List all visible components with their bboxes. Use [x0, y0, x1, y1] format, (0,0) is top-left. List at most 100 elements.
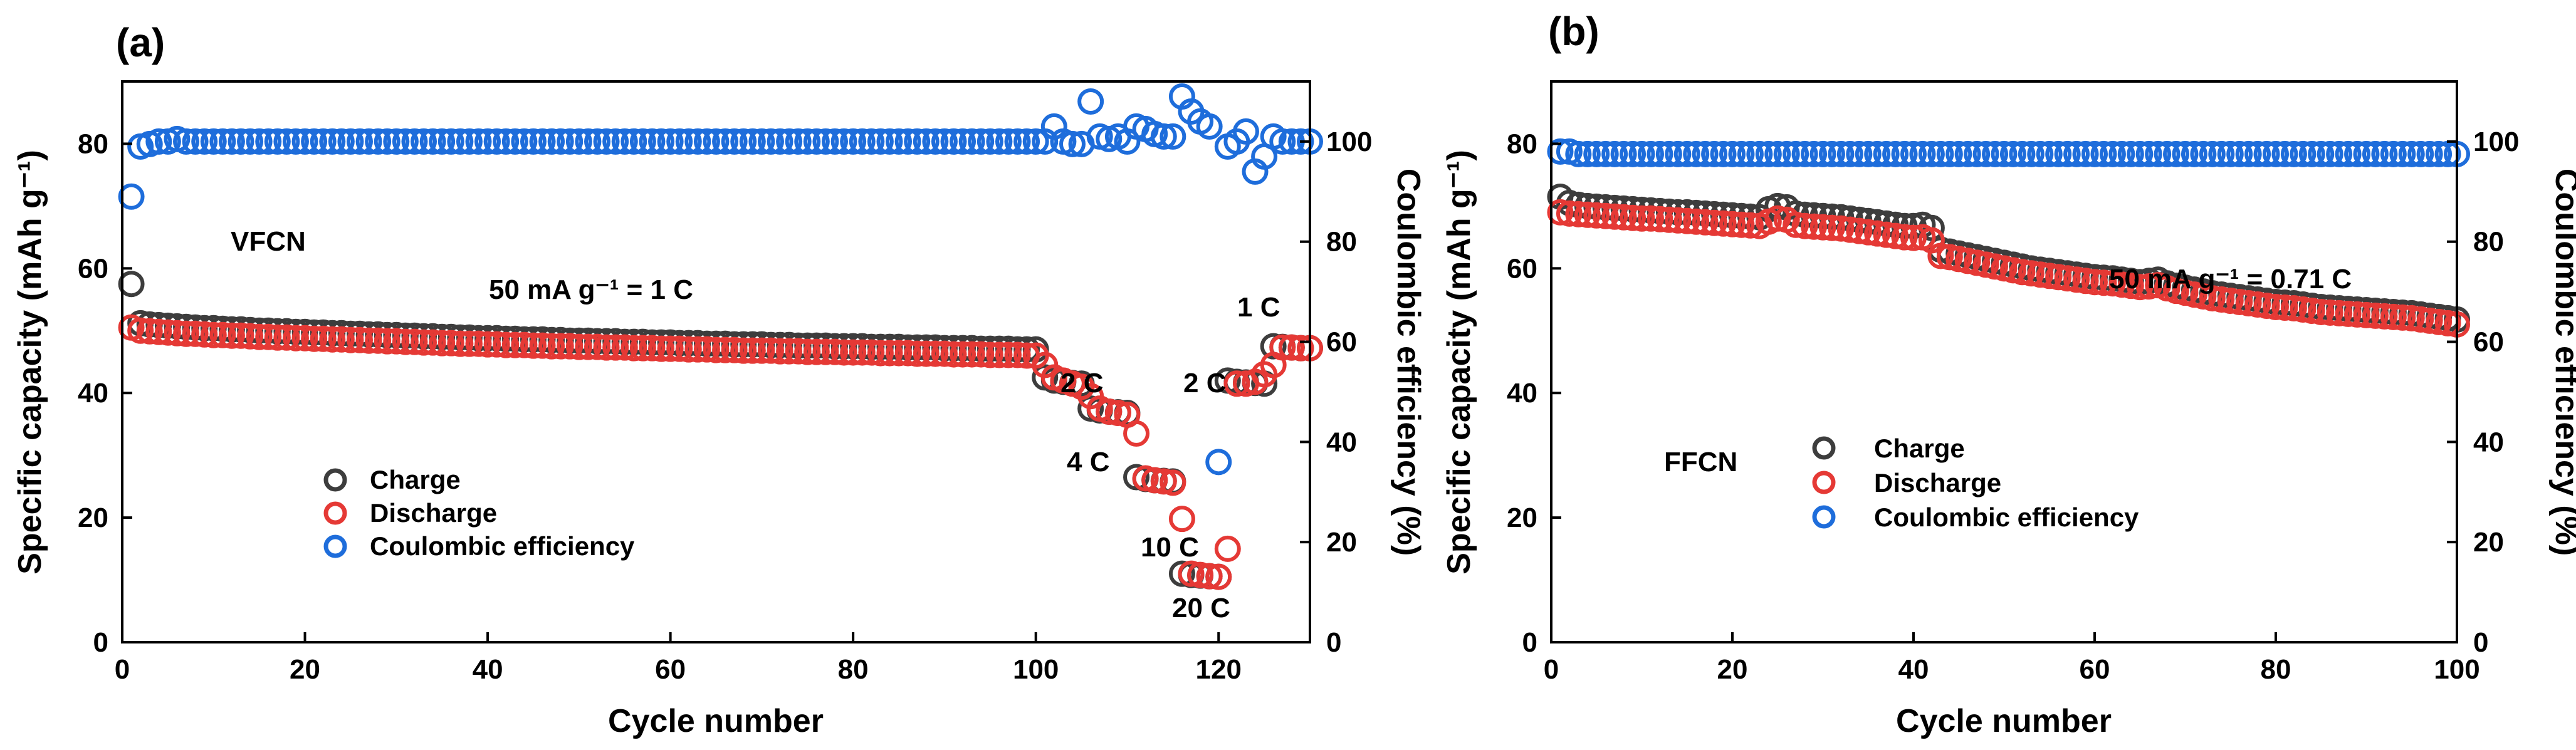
panel-a-discharge-point [767, 338, 793, 365]
panel-b-discharge-point [2045, 264, 2072, 291]
rate-label-4c: 4 C [1067, 447, 1109, 477]
panel-b-coulombic-efficiency-point [1936, 140, 1963, 167]
panel-a-discharge-point [355, 327, 382, 354]
panel-a-coulombic-efficiency-point [748, 128, 775, 155]
panel-a-coulombic-efficiency-point [437, 128, 464, 155]
panel-b-coulombic-efficiency-point [1719, 140, 1746, 167]
panel-b-discharge-point [2407, 306, 2434, 333]
panel-b-coulombic-efficiency-point [2018, 140, 2045, 167]
panel-a-discharge-point [1004, 341, 1031, 368]
panel-b-discharge-point [2081, 269, 2108, 296]
panel-a-discharge-point [392, 328, 419, 355]
panel-b-coulombic-efficiency-point [2081, 140, 2108, 167]
panel-b-coulombic-efficiency-point [1972, 140, 1999, 167]
panel-a-coulombic-efficiency-point [584, 128, 610, 155]
panel-b-discharge-point [1891, 224, 1918, 251]
panel-a-coulombic-efficiency-point [483, 128, 510, 155]
panel-b-x-tick-label: 0 [1544, 654, 1559, 685]
panel-b-discharge-point [2263, 293, 2289, 320]
panel-b-coulombic-efficiency-point [2045, 140, 2072, 167]
panel-a-coulombic-efficiency-point [218, 128, 245, 155]
panel-b-discharge-point [2434, 310, 2461, 336]
panel-a-discharge-point [913, 340, 940, 367]
panel-a-discharge-point [173, 320, 200, 347]
panel-b-coulombic-efficiency-point [2235, 140, 2262, 167]
panel-a-coulombic-efficiency-point [575, 128, 602, 155]
panel-a-charge-point [118, 271, 145, 298]
panel-a-discharge-point [703, 336, 730, 363]
panel-a-discharge-point [940, 341, 967, 368]
panel-a-coulombic-efficiency-point [365, 128, 392, 155]
panel-a-discharge-point [164, 320, 191, 346]
panel-a-coulombic-efficiency-point [958, 128, 985, 155]
panel-a-coulombic-efficiency-point [675, 128, 702, 155]
panel-b-coulombic-efficiency-point [1710, 140, 1737, 167]
panel-b-y-tick-label: 20 [1507, 503, 1537, 533]
panel-b-coulombic-efficiency-point [2271, 140, 2298, 167]
panel-a-discharge-point [794, 338, 821, 365]
legend-marker-discharge [323, 501, 347, 525]
panel-a-y2-tick-label: 60 [1326, 327, 1357, 358]
panel-b-coulombic-efficiency-point [1574, 140, 1601, 167]
panel-b-coulombic-efficiency-point [2154, 140, 2181, 167]
panel-b-coulombic-efficiency-point [1755, 140, 1782, 167]
panel-a-discharge-point [347, 326, 373, 353]
panel-a-discharge-point [493, 331, 520, 358]
panel-b-discharge-point [1882, 222, 1909, 249]
panel-a-coulombic-efficiency-point [703, 128, 730, 155]
panel-b-discharge-point [2127, 274, 2154, 301]
panel-a-coulombic-efficiency-point [355, 128, 382, 155]
panel-a-coulombic-efficiency-point [968, 128, 995, 155]
panel-a-coulombic-efficiency-point [347, 128, 373, 155]
panel-a-coulombic-efficiency-point [1287, 128, 1314, 155]
panel-b-coulombic-efficiency-point [1583, 140, 1610, 167]
panel-a-discharge-point [538, 333, 565, 360]
panel-a-discharge-point [620, 335, 647, 362]
panel-a-y-ticks: 0 20 40 60 80 [78, 128, 132, 658]
panel-b-coulombic-efficiency-point [1601, 140, 1628, 167]
panel-a-coulombic-efficiency-point [602, 128, 629, 155]
panel-a-coulombic-efficiency-point [474, 128, 501, 155]
panel-a-discharge-point [986, 341, 1013, 368]
panel-b-coulombic-efficiency-point [2036, 140, 2063, 167]
panel-a-discharge-point [712, 336, 739, 363]
panel-b-discharge-point [1701, 209, 1728, 236]
panel-b-discharge-point [1665, 207, 1692, 234]
panel-b-coulombic-efficiency-point [1882, 140, 1909, 167]
panel-a-coulombic-efficiency-point [520, 128, 547, 155]
panel-a-discharge-point [456, 330, 483, 357]
panel-a-discharge-point [565, 333, 592, 360]
panel-b-coulombic-efficiency-point [2145, 140, 2172, 167]
panel-a-coulombic-efficiency-point [383, 128, 410, 155]
panel-b-discharge-point [2335, 300, 2362, 327]
legend-marker-coulombic-efficiency [323, 534, 347, 558]
panel-a-y2-tick-label: 40 [1326, 427, 1357, 457]
panel-b-coulombic-efficiency-point [2280, 140, 2307, 167]
panel-a-discharge-point [328, 326, 355, 353]
panel-b-x-ticks: 0 20 40 60 80 100 [1544, 632, 2480, 685]
rate-label-20c: 20 C [1172, 593, 1230, 623]
panel-a-coulombic-efficiency-point [931, 128, 958, 155]
panel-a-coulombic-efficiency-point [1269, 128, 1296, 155]
panel-a-discharge-point [557, 333, 584, 360]
panel-a-coulombic-efficiency-point [849, 128, 876, 155]
panel-b-coulombic-efficiency-point [1873, 140, 1900, 167]
panel-a-coulombic-efficiency-point [648, 128, 675, 155]
rate-label-10c: 10 C [1141, 532, 1199, 563]
panel-b-discharge-point [2226, 289, 2253, 316]
panel-a-coulombic-efficiency-point [950, 128, 976, 155]
panel-a-y2-ticks: 0 20 40 60 80 100 [1300, 127, 1372, 658]
panel-b-coulombic-efficiency-point [1945, 140, 1972, 167]
panel-a-coulombic-efficiency-point [830, 128, 857, 155]
panel-b-discharge-point [1809, 214, 1836, 241]
panel-a-y2-tick-label: 100 [1326, 127, 1372, 157]
panel-b-coulombic-efficiency-point [1610, 140, 1637, 167]
rate-label-2c-return: 2 C [1183, 368, 1226, 398]
panel-a-discharge-point [684, 336, 711, 363]
panel-b-coulombic-efficiency-point [2263, 140, 2289, 167]
panel-a-discharge-point [529, 332, 556, 359]
panel-b-y-tick-label: 60 [1507, 253, 1537, 284]
panel-a-coulombic-efficiency-point [1022, 128, 1049, 155]
panel-b-coulombic-efficiency-point [1801, 140, 1828, 167]
